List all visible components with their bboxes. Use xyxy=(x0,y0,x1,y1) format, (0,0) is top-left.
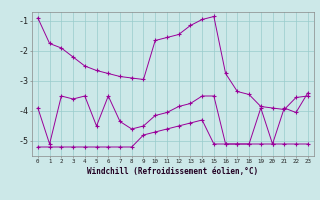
X-axis label: Windchill (Refroidissement éolien,°C): Windchill (Refroidissement éolien,°C) xyxy=(87,167,258,176)
